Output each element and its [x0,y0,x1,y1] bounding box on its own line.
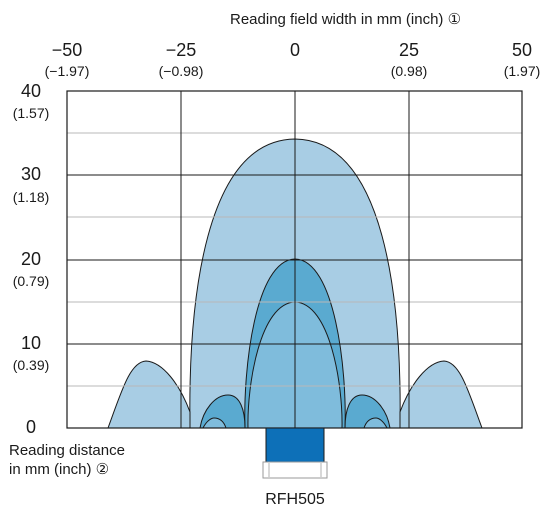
y-axis-title-line1: Reading distance [9,442,125,459]
y-tick-label: 40 [21,81,41,101]
sensor-label: RFH505 [265,491,325,508]
y-tick-label: 30 [21,164,41,184]
x-tick-label: 25 [399,40,419,60]
y-tick-label: 20 [21,249,41,269]
x-tick-label: 50 [512,40,532,60]
y-tick-sublabel: (0.79) [13,273,50,289]
x-tick-label: 0 [290,40,300,60]
x-tick-label: −50 [52,40,83,60]
x-tick-sublabel: (0.98) [391,63,428,79]
grid-major-lines [67,91,522,428]
inner-field-left-lobe [202,417,227,429]
x-tick-sublabel: (−1.97) [45,63,90,79]
y-axis-title-line2: in mm (inch) ② [9,461,109,478]
y-tick-sublabel: (0.39) [13,357,50,373]
inner-field-right-lobe [363,417,388,429]
y-tick-sublabel: (1.18) [13,189,50,205]
x-tick-sublabel: (−0.98) [159,63,204,79]
sensor-body [262,461,328,479]
y-tick-label: 0 [26,417,36,437]
outer-field-left-side-lobe [107,360,191,429]
sensor-head [265,427,325,463]
x-tick-sublabel: (1.97) [504,63,541,79]
y-tick-sublabel: (1.57) [13,105,50,121]
x-axis-title: Reading field width in mm (inch) ① [230,11,461,28]
outer-field-right-side-lobe [399,360,483,429]
y-tick-labels: 40 (1.57) 30 (1.18) 20 (0.79) 10 (0.39) … [13,81,50,437]
x-tick-label: −25 [166,40,197,60]
y-tick-label: 10 [21,333,41,353]
sensor-device [262,427,328,479]
x-tick-labels: −50 (−1.97) −25 (−0.98) 0 25 (0.98) 50 (… [45,40,541,79]
